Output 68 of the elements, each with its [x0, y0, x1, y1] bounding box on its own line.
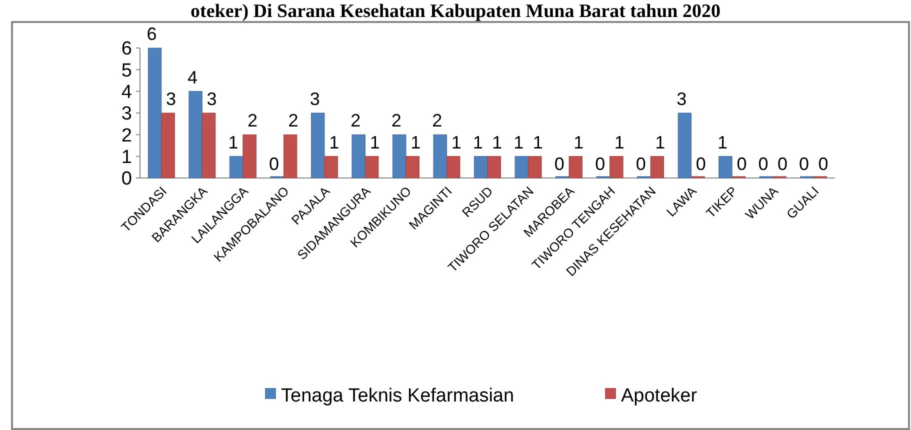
data-label: 1 — [472, 132, 483, 152]
bar — [161, 112, 175, 178]
bar — [392, 134, 406, 178]
data-label: 2 — [391, 110, 402, 131]
bar — [528, 156, 542, 178]
data-label: 3 — [166, 89, 176, 109]
bar — [514, 156, 529, 178]
bar — [433, 134, 447, 178]
data-label: 1 — [228, 132, 238, 152]
data-label: 0 — [595, 154, 606, 174]
data-label: 2 — [288, 110, 298, 131]
bar — [364, 156, 379, 178]
data-label: 1 — [329, 132, 340, 152]
bar — [324, 156, 338, 178]
y-tick-label: 1 — [121, 146, 132, 168]
data-label: 2 — [432, 110, 442, 131]
data-label: 1 — [717, 132, 728, 152]
data-label: 0 — [269, 154, 280, 174]
bar — [650, 156, 664, 178]
legend-label: Apoteker — [621, 386, 698, 407]
data-label: 1 — [574, 132, 584, 152]
y-tick-label: 5 — [121, 60, 132, 82]
bar — [148, 48, 162, 178]
bar — [610, 156, 624, 178]
data-label: 0 — [736, 154, 747, 174]
bar — [406, 156, 420, 178]
y-tick-label: 4 — [121, 82, 132, 103]
data-label: 1 — [410, 132, 421, 152]
y-tick-label: 3 — [121, 104, 132, 125]
data-label: 0 — [758, 154, 768, 174]
y-tick-label: 2 — [121, 125, 132, 146]
data-label: 2 — [248, 110, 258, 131]
data-label: 1 — [514, 132, 524, 152]
data-label: 1 — [451, 132, 462, 152]
data-label: 0 — [777, 154, 788, 174]
bar — [310, 112, 325, 178]
data-label: 1 — [532, 132, 543, 152]
y-tick-label: 0 — [121, 168, 132, 190]
bar — [188, 91, 202, 178]
data-label: 0 — [798, 154, 809, 174]
bar — [568, 156, 583, 178]
data-label: 0 — [696, 154, 706, 174]
bar — [678, 112, 692, 178]
chart-title: oteker) Di Sarana Kesehatan Kabupaten Muna Barat tahun 2020 — [190, 1, 720, 22]
bar — [202, 112, 216, 178]
y-tick-label: 6 — [121, 38, 132, 60]
data-label: 1 — [492, 132, 502, 152]
data-label: 0 — [554, 154, 564, 174]
data-label: 1 — [614, 132, 624, 152]
bar — [474, 156, 488, 178]
data-label: 3 — [676, 89, 687, 109]
legend-label: Tenaga Teknis Kefarmasian — [281, 386, 514, 407]
bar — [718, 156, 732, 178]
data-label: 6 — [146, 24, 157, 44]
data-label: 0 — [818, 154, 828, 174]
data-label: 2 — [350, 110, 361, 131]
bar — [446, 156, 460, 178]
data-label: 1 — [655, 132, 666, 152]
data-label: 0 — [636, 154, 646, 174]
bar — [283, 134, 298, 178]
data-label: 4 — [188, 67, 198, 88]
data-label: 3 — [310, 89, 320, 109]
data-label: 3 — [206, 89, 217, 109]
bar — [229, 156, 244, 178]
bar — [487, 156, 501, 178]
data-label: 1 — [370, 132, 380, 152]
bar — [242, 134, 256, 178]
bar — [352, 134, 366, 178]
